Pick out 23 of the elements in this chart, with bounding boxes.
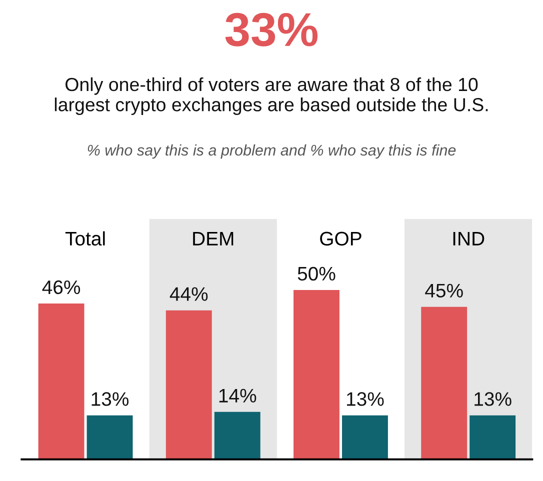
bar [294, 290, 340, 460]
x-tick-label: GOP [320, 232, 362, 246]
x-tick-label: DEM [193, 232, 234, 246]
data-label: 44% [170, 287, 208, 301]
data-label: 14% [219, 388, 256, 402]
data-label: 46% [42, 280, 80, 294]
data-label: 50% [298, 266, 336, 281]
data-label: 13% [92, 392, 129, 406]
x-tick-label: Total [65, 231, 105, 246]
bar [421, 306, 468, 460]
bar [86, 415, 133, 460]
data-label: 45% [425, 284, 463, 298]
bar [470, 415, 516, 460]
bar [342, 415, 388, 460]
chart-subtitle: Only one-third of voters are aware that 8 of the 10 largest crypto exchanges are based outside the U.S. [54, 77, 488, 116]
x-tick-label: IND [453, 232, 484, 246]
bar [38, 304, 84, 460]
bar [166, 310, 212, 460]
chart-title: 33% [225, 12, 318, 46]
data-label: 13% [347, 392, 384, 406]
text: % who say this is a problem and % who say this is fine [88, 144, 456, 159]
data-label: 13% [474, 392, 512, 406]
bar [214, 412, 260, 460]
